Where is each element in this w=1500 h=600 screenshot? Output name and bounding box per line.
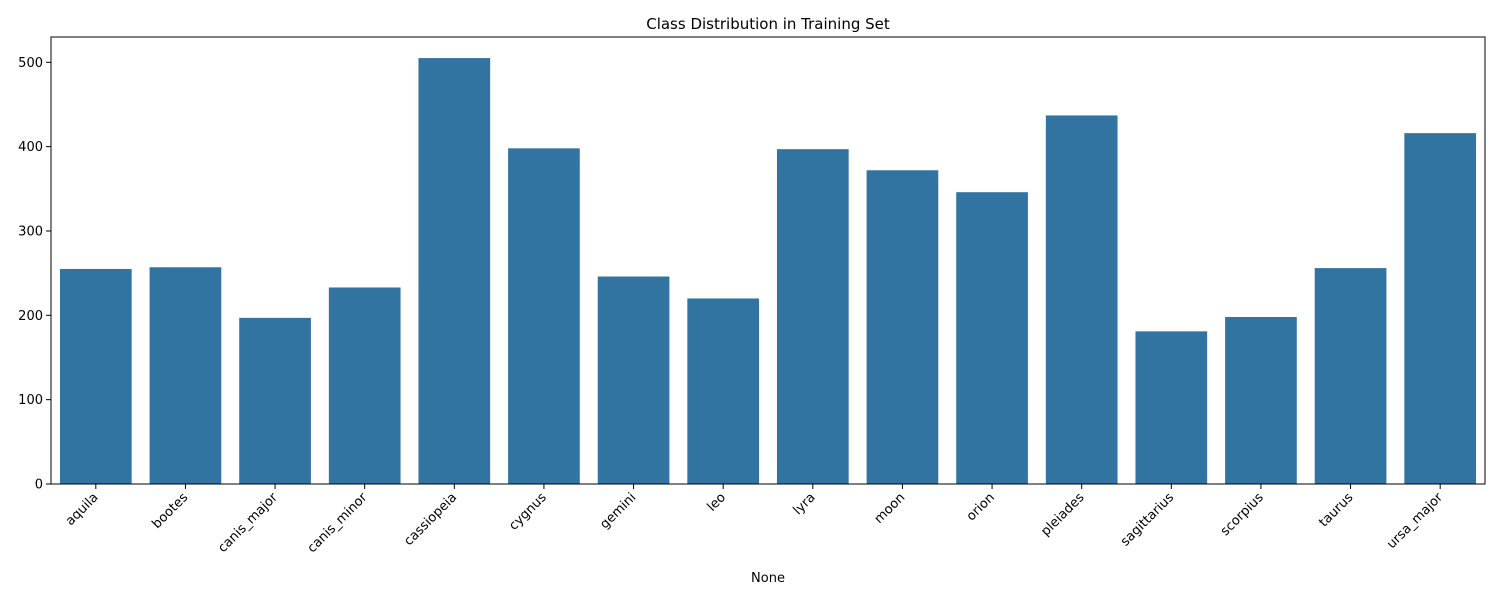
x-tick-label: bootes — [150, 490, 192, 532]
y-tick-label: 400 — [18, 140, 43, 155]
x-tick-label: taurus — [1316, 490, 1356, 530]
bar-sagittarius — [1135, 331, 1208, 484]
x-tick-label: lyra — [791, 490, 819, 518]
bar-canis_major — [239, 317, 311, 484]
x-tick-label: gemini — [597, 490, 639, 532]
x-tick-label: sagittarius — [1118, 490, 1177, 549]
chart-title: Class Distribution in Training Set — [646, 15, 890, 33]
y-tick-label: 0 — [35, 478, 43, 493]
x-tick-label: canis_minor — [305, 490, 371, 556]
bar-scorpius — [1225, 317, 1297, 484]
bar-cygnus — [508, 148, 580, 484]
bar-canis_minor — [328, 287, 401, 484]
x-tick-label: orion — [964, 490, 998, 524]
bar-gemini — [597, 276, 670, 484]
x-tick-label: cassiopeia — [401, 490, 460, 549]
x-axis: aquila bootes canis_major canis_minor cassio… — [63, 484, 1446, 556]
bar-orion — [956, 192, 1028, 484]
x-tick-label: ursa_major — [1384, 490, 1446, 552]
bar-ursa_major — [1404, 133, 1477, 485]
bars-group — [59, 58, 1477, 485]
bar-lyra — [776, 149, 849, 484]
y-axis: 0 100 200 300 400 500 — [18, 56, 51, 493]
y-tick-label: 200 — [18, 309, 43, 324]
bar-aquila — [59, 268, 132, 484]
plot-frame — [50, 36, 1486, 485]
y-tick-label: 100 — [18, 393, 43, 408]
bar-pleiades — [1045, 115, 1118, 484]
y-tick-label: 500 — [18, 56, 43, 71]
bar-moon — [866, 170, 939, 485]
y-tick-label: 300 — [18, 224, 43, 239]
bar-bootes — [149, 267, 222, 484]
bar-leo — [687, 298, 760, 484]
x-tick-label: cygnus — [506, 490, 550, 534]
x-axis-label: None — [751, 571, 785, 586]
x-tick-label: aquila — [63, 490, 102, 529]
bar-cassiopeia — [418, 58, 491, 485]
x-tick-label: scorpius — [1218, 490, 1267, 539]
bar-taurus — [1314, 268, 1387, 484]
x-tick-label: canis_major — [215, 490, 281, 556]
x-tick-label: moon — [872, 490, 909, 527]
x-tick-label: pleiades — [1038, 490, 1087, 539]
x-tick-label: leo — [705, 490, 729, 514]
